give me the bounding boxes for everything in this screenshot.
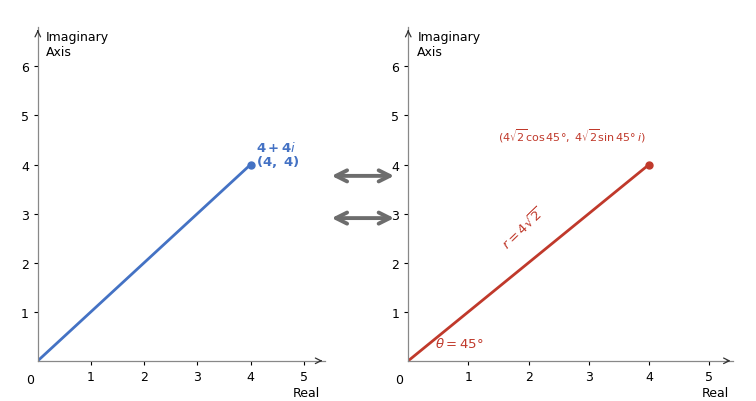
Text: $\theta = 45°$: $\theta = 45°$ (435, 336, 484, 350)
Text: $\mathbf{(4,\ 4)}$: $\mathbf{(4,\ 4)}$ (256, 153, 299, 169)
Text: Real
Axis: Real Axis (702, 386, 729, 401)
Text: $\mathbf{4 + 4}i$: $\mathbf{4 + 4}i$ (256, 140, 296, 154)
Text: Imaginary
Axis: Imaginary Axis (46, 30, 109, 59)
Text: 0: 0 (26, 373, 34, 386)
Text: $r = 4\sqrt{2}$: $r = 4\sqrt{2}$ (498, 205, 547, 252)
Text: $(4\sqrt{2}\cos 45°,\ 4\sqrt{2}\sin 45°\,i)$: $(4\sqrt{2}\cos 45°,\ 4\sqrt{2}\sin 45°\… (498, 127, 646, 145)
Text: Imaginary
Axis: Imaginary Axis (417, 30, 480, 59)
Text: Real
Axis: Real Axis (293, 386, 320, 401)
Text: 0: 0 (395, 373, 403, 386)
